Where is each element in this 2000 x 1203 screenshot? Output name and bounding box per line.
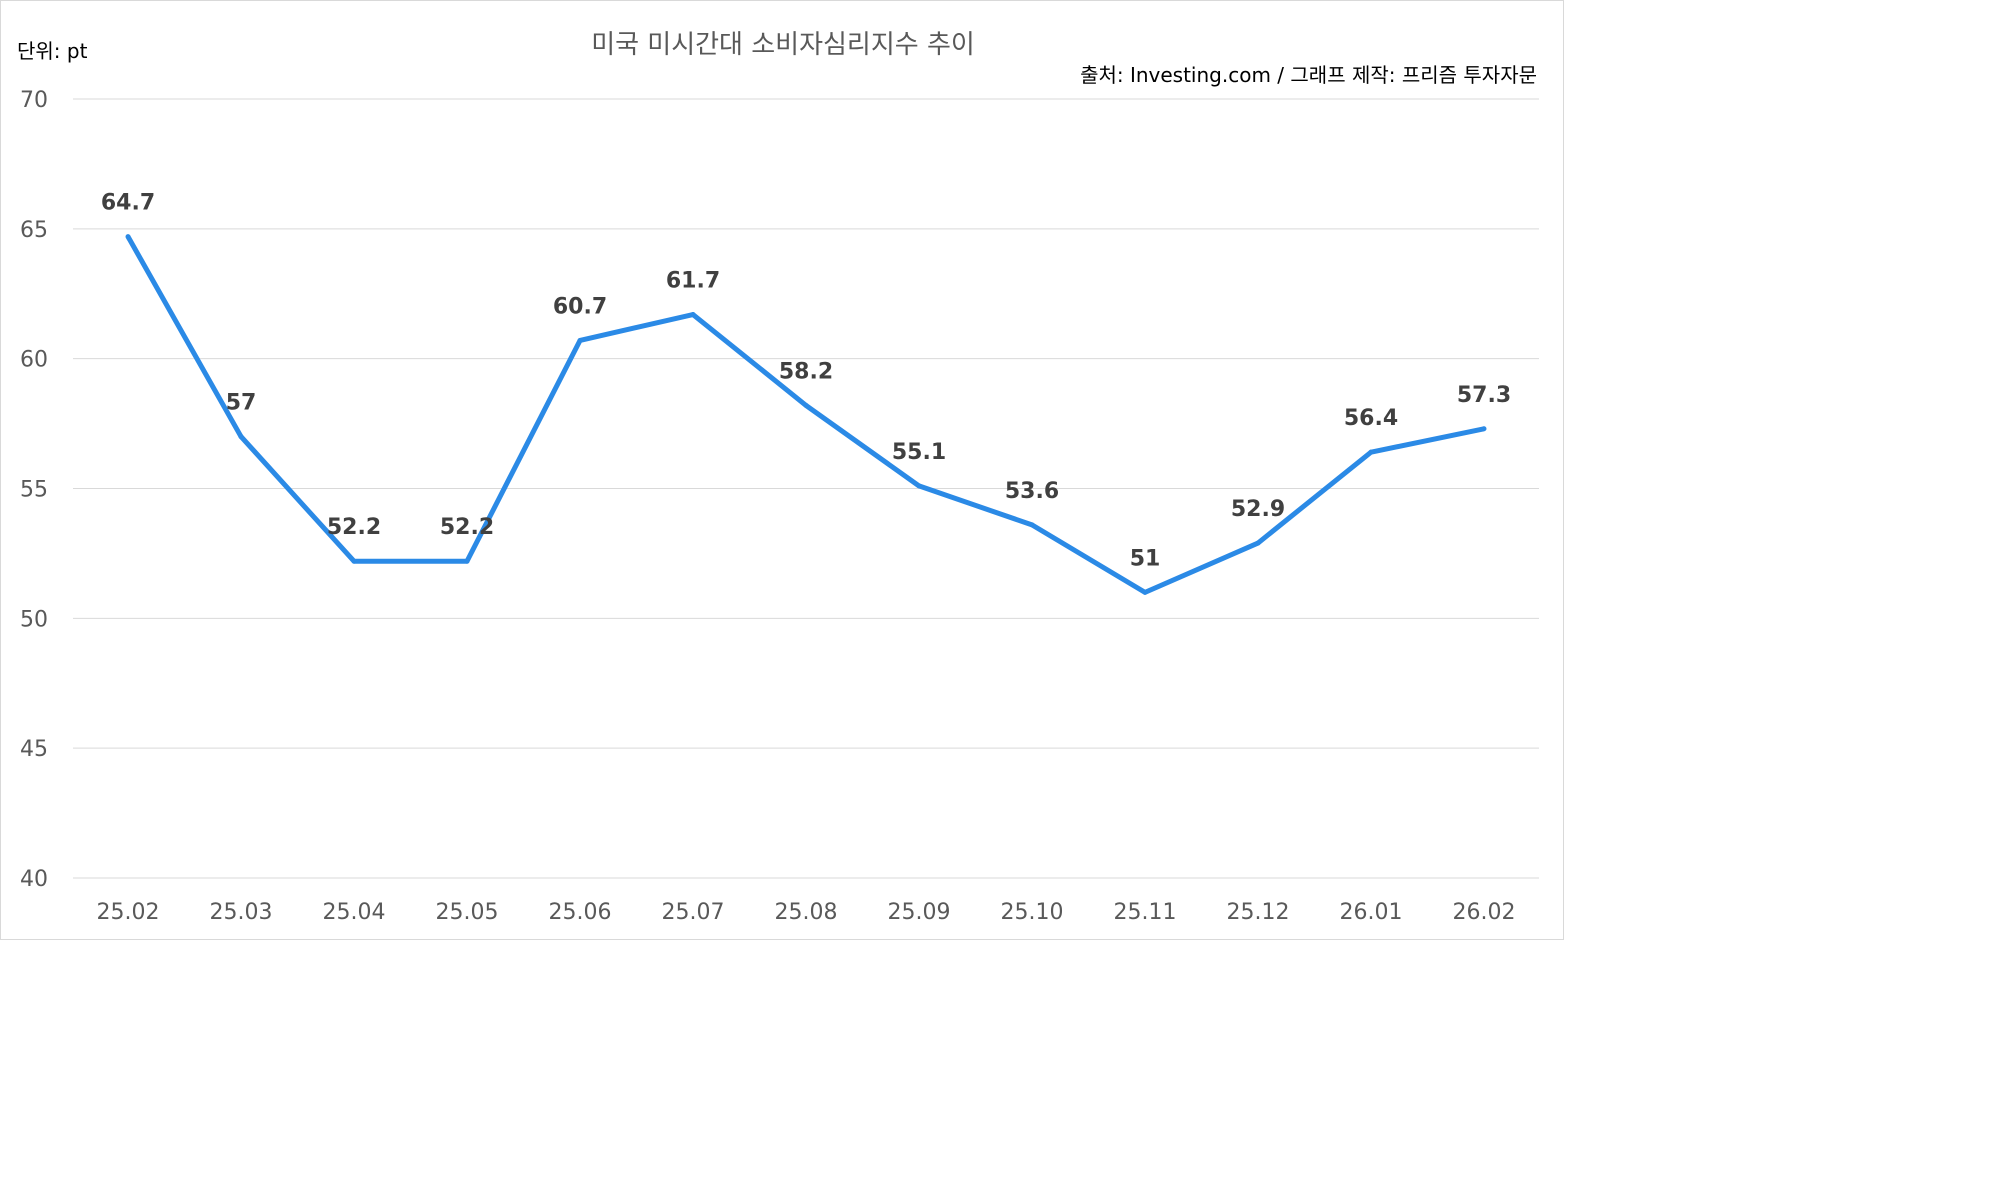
- x-tick-label: 25.05: [436, 900, 499, 925]
- x-tick-label: 25.03: [210, 900, 273, 925]
- y-tick-label: 70: [20, 88, 48, 113]
- data-point: [238, 434, 244, 440]
- data-label: 51: [1130, 546, 1161, 571]
- data-label: 52.2: [440, 515, 494, 540]
- x-axis-ticks: 25.02 25.03 25.04 25.05 25.06 25.07 25.08 25.09…: [97, 900, 1516, 925]
- data-point: [690, 312, 696, 318]
- y-tick-label: 60: [20, 348, 48, 373]
- line-chart: 미국 미시간대 소비자심리지수 추이 단위: pt 출처: Investing.…: [17, 30, 1539, 925]
- y-tick-label: 40: [20, 867, 48, 892]
- data-point: [1368, 449, 1374, 455]
- data-point: [1029, 522, 1035, 528]
- data-label: 52.9: [1231, 497, 1285, 522]
- data-label: 57: [226, 391, 257, 416]
- data-label: 64.7: [101, 191, 155, 216]
- x-tick-label: 25.11: [1114, 900, 1177, 925]
- data-point: [1142, 589, 1148, 595]
- x-tick-label: 25.10: [1001, 900, 1064, 925]
- x-tick-label: 25.09: [888, 900, 951, 925]
- data-point: [803, 402, 809, 408]
- data-point: [125, 234, 131, 240]
- y-tick-label: 55: [20, 478, 48, 503]
- data-labels: 64.7 57 52.2 52.2 60.7 61.7 58.2 55.1 53.6 51 52.9…: [101, 191, 1511, 572]
- data-label: 58.2: [779, 359, 833, 384]
- data-label: 61.7: [666, 269, 720, 294]
- y-tick-label: 65: [20, 218, 48, 243]
- series-layer: [125, 234, 1487, 595]
- data-label: 57.3: [1457, 383, 1511, 408]
- x-tick-label: 25.02: [97, 900, 160, 925]
- x-tick-label: 25.08: [775, 900, 838, 925]
- x-tick-label: 26.01: [1340, 900, 1403, 925]
- chart-title: 미국 미시간대 소비자심리지수 추이: [591, 30, 975, 60]
- gridlines: [73, 98, 1539, 879]
- data-label: 53.6: [1005, 479, 1059, 504]
- data-point: [464, 558, 470, 564]
- data-label: 56.4: [1344, 406, 1398, 431]
- data-point: [1255, 540, 1261, 546]
- x-tick-label: 25.07: [662, 900, 725, 925]
- source-label: 출처: Investing.com / 그래프 제작: 프리즘 투자자문: [1080, 63, 1537, 87]
- unit-label: 단위: pt: [17, 39, 88, 63]
- y-axis-ticks: 70 65 60 55 50 45 40: [20, 88, 48, 892]
- data-point: [916, 483, 922, 489]
- data-point: [577, 337, 583, 343]
- data-point: [351, 558, 357, 564]
- data-label: 60.7: [553, 294, 607, 319]
- data-point: [1481, 426, 1487, 432]
- x-tick-label: 25.06: [549, 900, 612, 925]
- y-tick-label: 45: [20, 737, 48, 762]
- chart-container: 미국 미시간대 소비자심리지수 추이 단위: pt 출처: Investing.…: [0, 0, 1564, 940]
- x-tick-label: 25.12: [1227, 900, 1290, 925]
- y-tick-label: 50: [20, 607, 48, 632]
- x-tick-label: 25.04: [323, 900, 386, 925]
- data-label: 52.2: [327, 515, 381, 540]
- data-label: 55.1: [892, 440, 946, 465]
- x-tick-label: 26.02: [1453, 900, 1516, 925]
